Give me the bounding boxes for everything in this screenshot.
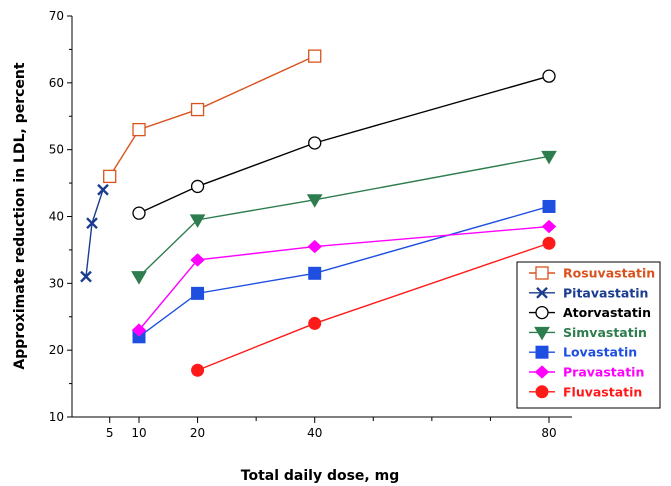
series-simvastatin [131,150,557,285]
y-tick-label-30: 30 [49,276,64,290]
legend-item-fluvastatin: Fluvastatin [529,384,642,399]
x-stroke-b [80,270,92,283]
pitavastatin-line [85,189,104,277]
atorvastatin-point-10 [132,206,146,220]
series-pravastatin [131,219,557,337]
pitavastatin-point-4 [97,183,109,196]
axis-ticks: 10 20 30 40 50 60 70 5 10 20 40 80 [49,9,557,440]
legend-marker-fluvastatin [535,385,549,399]
rosuvastatin-point-20 [190,102,205,117]
legend-marker-pitavastatin [536,286,548,299]
legend-marker-pravastatin [534,365,550,379]
y-tick-label-60: 60 [49,76,64,90]
simvastatin-point-80 [541,150,557,165]
rosuvastatin-point-10 [132,122,146,137]
series-fluvastatin [191,236,556,377]
lovastatin-point-40 [308,266,322,280]
atorvastatin-line [138,75,550,214]
legend-label-pitavastatin: Pitavastatin [563,285,648,300]
simvastatin-point-20 [189,214,206,228]
lovastatin-point-80 [542,199,556,213]
pravastatin-line [138,225,550,331]
legend-item-pitavastatin: Pitavastatin [529,285,648,300]
axes [71,16,572,418]
x-tick-label-20: 20 [190,426,205,440]
x-stroke-b [86,217,98,230]
y-tick-label-50: 50 [49,143,64,157]
legend-label-lovastatin: Lovastatin [563,345,637,360]
legend-item-atorvastatin: Atorvastatin [529,305,651,320]
legend-item-simvastatin: Simvastatin [529,325,647,341]
series-layer [80,49,557,377]
rosuvastatin-line [109,55,316,177]
rosuvastatin-point-5 [103,169,117,184]
y-tick-label-10: 10 [49,410,64,424]
y-axis-label: Approximate reduction in LDL, percent [12,62,28,369]
fluvastatin-point-20 [191,363,205,377]
legend-label-simvastatin: Simvastatin [563,325,647,340]
y-tick-label-40: 40 [49,210,64,224]
legend-label-pravastatin: Pravastatin [563,365,644,380]
legend-label-rosuvastatin: Rosuvastatin [563,266,655,281]
pitavastatin-point-2 [86,217,98,230]
simvastatin-point-10 [131,271,147,285]
x-tick-label-80: 80 [541,426,556,440]
x-stroke-b [536,286,548,299]
atorvastatin-point-20 [190,179,205,194]
x-axis-label: Total daily dose, mg [241,468,399,484]
fluvastatin-line [197,242,550,371]
pravastatin-point-40 [307,239,322,254]
simvastatin-point-40 [306,194,323,208]
legend-marker-lovastatin [535,345,549,359]
simvastatin-line [138,155,550,278]
lovastatin-point-20 [191,286,205,300]
legend: Rosuvastatin Pitavastatin Atorvastatin Simv… [516,261,661,409]
legend-item-lovastatin: Lovastatin [529,345,637,360]
rosuvastatin-point-40 [308,49,322,63]
x-tick-label-40: 40 [307,426,322,440]
pravastatin-point-80 [541,219,557,234]
atorvastatin-point-80 [542,69,556,83]
x-stroke-b [97,183,109,196]
y-tick-label-70: 70 [49,9,64,23]
legend-item-rosuvastatin: Rosuvastatin [529,266,655,281]
legend-label-atorvastatin: Atorvastatin [563,305,651,320]
legend-label-fluvastatin: Fluvastatin [563,384,642,399]
fluvastatin-point-40 [308,316,322,330]
y-tick-label-20: 20 [49,343,64,357]
series-atorvastatin [132,69,556,220]
legend-marker-simvastatin [534,326,550,341]
legend-marker-atorvastatin [535,305,549,320]
atorvastatin-point-40 [308,136,322,150]
pravastatin-point-10 [131,323,147,337]
legend-marker-rosuvastatin [535,266,549,280]
lovastatin-line [138,205,550,338]
fluvastatin-point-80 [542,236,556,250]
legend-item-pravastatin: Pravastatin [529,365,644,380]
pitavastatin-point-1 [80,270,92,283]
pravastatin-point-20 [190,253,205,267]
series-rosuvastatin [103,49,322,184]
series-pitavastatin [80,183,109,283]
x-tick-label-10: 10 [131,426,146,440]
x-tick-label-5: 5 [106,426,114,440]
